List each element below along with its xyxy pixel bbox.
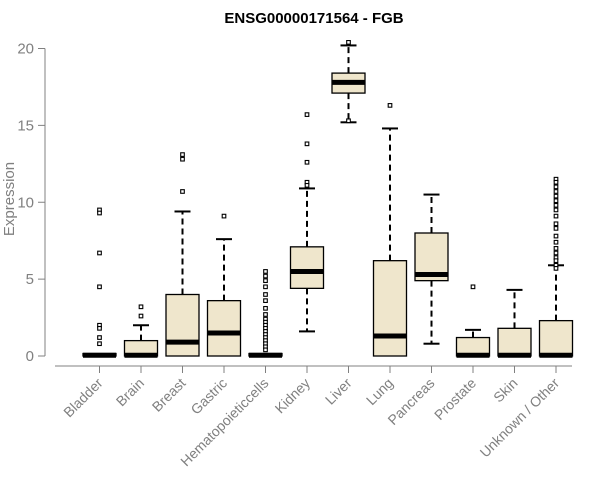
box-bladder <box>82 207 117 358</box>
outlier-point <box>553 207 559 213</box>
x-tick-label: Skin <box>490 375 521 406</box>
outlier-point <box>553 189 559 194</box>
x-axis: Bladder Brain BreastGastricHematopoieticce… <box>55 365 572 469</box>
outlier-point <box>263 298 268 304</box>
outlier-point <box>553 213 559 219</box>
outlier-point <box>553 179 559 185</box>
x-tick-label: Liver <box>322 375 355 408</box>
box-hematopoieticcells <box>248 269 283 358</box>
y-tick-label: 15 <box>17 117 34 134</box>
outlier-point <box>346 39 351 45</box>
y-tick-label: 20 <box>17 41 34 58</box>
box-iqr <box>497 327 532 357</box>
y-axis-label: Expression <box>1 162 18 236</box>
outlier-point <box>553 246 559 251</box>
outlier-point <box>553 226 559 231</box>
box-skin <box>497 288 532 358</box>
outlier-point <box>180 156 185 162</box>
outlier-point <box>263 269 268 274</box>
outlier-point <box>553 258 559 264</box>
box-iqr <box>165 293 200 357</box>
box-pancreas <box>414 193 449 345</box>
x-tick-label: Unknown / Other <box>477 375 563 461</box>
outlier-point <box>138 313 144 319</box>
box-prostate <box>455 284 491 358</box>
box-iqr <box>206 299 242 357</box>
box-gastric <box>206 213 242 357</box>
outlier-point <box>304 112 310 117</box>
y-axis: 0 5 10 15 20 <box>17 41 46 365</box>
outlier-point <box>97 250 102 256</box>
outlier-point <box>221 213 227 219</box>
y-tick-label: 5 <box>26 271 34 288</box>
outlier-point <box>553 193 559 199</box>
x-tick-label: Brain <box>113 375 147 409</box>
box-breast <box>165 152 200 357</box>
x-tick-label: Prostate <box>431 375 479 423</box>
outlier-point <box>470 284 476 290</box>
outlier-point <box>553 221 559 227</box>
outlier-point <box>553 198 559 204</box>
outlier-point <box>97 210 102 216</box>
y-tick-label: 10 <box>17 194 34 211</box>
outlier-point <box>553 250 559 256</box>
box-iqr <box>372 260 408 357</box>
outlier-point <box>97 341 102 347</box>
outlier-point <box>553 184 559 190</box>
box-iqr <box>289 246 325 289</box>
outlier-point <box>263 312 268 317</box>
chart-title: ENSG00000171564 - FGB <box>224 10 403 27</box>
outlier-point <box>263 284 268 290</box>
outlier-point <box>263 292 268 297</box>
outlier-point <box>263 278 268 284</box>
outlier-point <box>304 141 310 147</box>
outlier-point <box>97 284 102 290</box>
outlier-point <box>263 273 268 279</box>
outlier-point <box>97 335 102 340</box>
box-brain <box>123 304 159 358</box>
x-tick-label: Breast <box>149 375 189 415</box>
box-iqr <box>538 319 574 357</box>
outlier-point <box>180 189 185 194</box>
outlier-point <box>553 266 559 271</box>
outlier-point <box>304 182 310 188</box>
outlier-point <box>553 239 559 245</box>
outlier-point <box>553 233 559 239</box>
y-tick-label: 0 <box>26 348 34 365</box>
outlier-point <box>263 305 268 311</box>
outlier-point <box>387 103 393 108</box>
box-kidney <box>289 112 325 333</box>
outlier-point <box>346 118 351 124</box>
outlier-point <box>263 347 268 353</box>
outlier-point <box>138 304 144 310</box>
box-liver <box>331 39 366 124</box>
x-tick-label: Bladder <box>60 375 106 421</box>
x-tick-label: Kidney <box>272 375 314 417</box>
x-tick-label: Lung <box>363 375 396 408</box>
boxes-group <box>82 39 574 358</box>
outlier-point <box>304 159 310 165</box>
outlier-point <box>97 325 102 331</box>
outlier-point <box>553 202 559 208</box>
box-unknown-other <box>538 176 574 358</box>
box-lung <box>372 103 408 357</box>
outlier-point <box>180 152 185 157</box>
